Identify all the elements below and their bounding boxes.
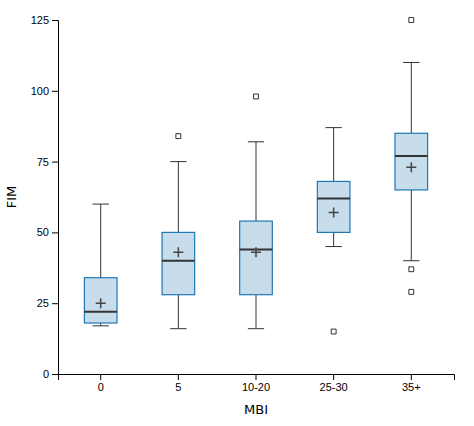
tick-mark xyxy=(52,20,58,21)
tick: 0 xyxy=(98,374,104,393)
tick-label: 0 xyxy=(43,368,49,380)
tick-label: 10-20 xyxy=(242,381,270,393)
tick: 125 xyxy=(31,14,58,26)
tick-mark xyxy=(52,162,58,163)
tick: 10-20 xyxy=(242,374,270,393)
tick: 35+ xyxy=(402,374,421,393)
tick-label: 25-30 xyxy=(320,381,348,393)
box-group xyxy=(84,204,117,326)
tick: 5 xyxy=(175,374,181,393)
flier xyxy=(254,94,259,99)
plot: 0 25 50 75 100 125 0 5 10-20 25-30 35+ xyxy=(31,14,455,393)
whisker xyxy=(178,295,179,329)
mean xyxy=(96,298,106,308)
tick-label: 75 xyxy=(37,156,49,168)
tick-mark xyxy=(52,91,58,92)
tick-mark xyxy=(411,374,412,380)
whisker xyxy=(411,62,412,133)
whisker xyxy=(411,190,412,261)
whisker xyxy=(178,162,179,233)
box-group xyxy=(162,134,195,329)
cap xyxy=(170,161,186,162)
tick: 25-30 xyxy=(320,374,348,393)
cap xyxy=(403,260,419,261)
axis-line xyxy=(59,375,455,381)
tick-label: 50 xyxy=(37,226,49,238)
flier xyxy=(176,134,181,139)
box-group xyxy=(317,128,350,334)
cap xyxy=(325,246,341,247)
box xyxy=(84,278,117,323)
marks xyxy=(84,18,427,334)
cap xyxy=(93,204,109,205)
axis-line xyxy=(52,21,59,375)
cap xyxy=(248,328,264,329)
cap xyxy=(403,62,419,63)
x-axis: 0 5 10-20 25-30 35+ xyxy=(59,374,455,393)
y-axis: 0 25 50 75 100 125 xyxy=(31,14,59,380)
box-group xyxy=(240,94,273,329)
y-axis-title: FIM xyxy=(4,186,19,209)
flier xyxy=(331,329,336,334)
tick-mark xyxy=(100,374,101,380)
tick: 100 xyxy=(31,85,58,97)
tick-mark xyxy=(256,374,257,380)
whisker xyxy=(100,204,101,278)
tick: 50 xyxy=(37,226,58,238)
x-axis-title: MBI xyxy=(244,402,268,417)
mean xyxy=(329,208,339,218)
whisker xyxy=(333,232,334,246)
box-group xyxy=(395,18,428,295)
tick-label: 5 xyxy=(175,381,181,393)
box xyxy=(240,221,273,295)
mean xyxy=(251,247,261,257)
box xyxy=(317,181,350,232)
tick-label: 35+ xyxy=(402,381,421,393)
box xyxy=(395,133,428,190)
mean xyxy=(173,247,183,257)
whisker xyxy=(256,295,257,329)
tick-mark xyxy=(178,374,179,380)
median xyxy=(84,311,117,313)
flier xyxy=(409,289,414,294)
whisker xyxy=(333,128,334,182)
whisker xyxy=(256,142,257,221)
tick: 25 xyxy=(37,297,58,309)
tick-mark xyxy=(52,374,58,375)
cap xyxy=(93,325,109,326)
tick-label: 125 xyxy=(31,14,49,26)
mean xyxy=(406,162,416,172)
tick: 0 xyxy=(43,368,58,380)
tick-mark xyxy=(52,303,58,304)
median xyxy=(162,260,195,262)
tick-mark xyxy=(333,374,334,380)
chart: 0 25 50 75 100 125 0 5 10-20 25-30 35+ MBI FIM xyxy=(0,0,474,426)
cap xyxy=(170,328,186,329)
median xyxy=(395,155,428,157)
median xyxy=(317,197,350,199)
tick: 75 xyxy=(37,156,58,168)
cap xyxy=(248,141,264,142)
cap xyxy=(325,127,341,128)
tick-mark xyxy=(52,232,58,233)
flier xyxy=(409,18,414,23)
box xyxy=(162,232,195,294)
tick-label: 100 xyxy=(31,85,49,97)
flier xyxy=(409,267,414,272)
tick-label: 25 xyxy=(37,297,49,309)
tick-label: 0 xyxy=(98,381,104,393)
